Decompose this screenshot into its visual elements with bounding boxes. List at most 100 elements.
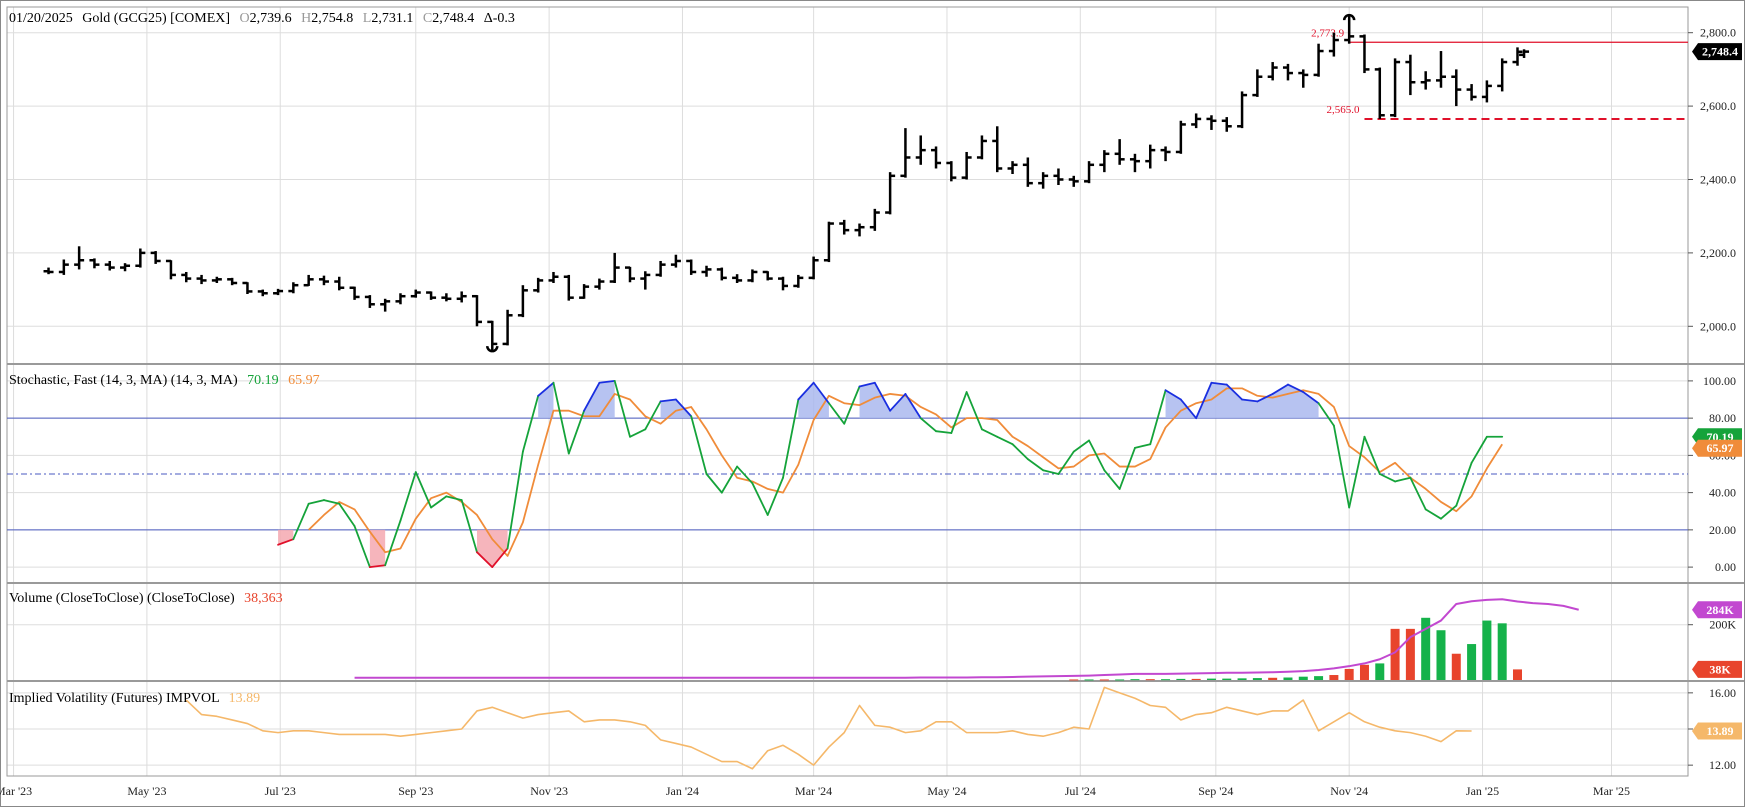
stochastic-k-segment <box>1057 450 1075 475</box>
ohlc-bar <box>43 267 54 275</box>
ohlc-bar <box>900 128 911 178</box>
time-axis: Mar '23 May '23 Jul '23 Sep '23 Nov '23 Jan '… <box>0 784 1630 798</box>
ohlc-bar <box>74 246 85 270</box>
time-axis-label: Mar '25 <box>1593 784 1630 798</box>
volume-bar <box>1222 678 1232 680</box>
ohlc-bar <box>609 252 620 283</box>
stochastic-k-segment <box>1195 381 1213 420</box>
volume-plot <box>354 598 1579 681</box>
ohlc-bar <box>1175 120 1186 154</box>
ohlc-bar <box>869 208 880 231</box>
ohlc-bar <box>165 259 176 280</box>
stochastic-k-segment <box>751 482 769 516</box>
open-interest-line <box>354 598 1579 679</box>
header-high-label: H <box>301 11 311 26</box>
volume-bar <box>1084 679 1094 681</box>
impvol-value: 13.89 <box>229 691 261 706</box>
stochastic-k-segment <box>460 499 478 554</box>
stochastic-k-segment <box>1149 389 1167 446</box>
ohlc-bar <box>1435 51 1446 88</box>
stochastic-k-segment <box>399 471 417 522</box>
stochastic-k-segment <box>935 430 953 434</box>
ohlc-bar <box>1359 34 1370 74</box>
ohlc-bar <box>1252 69 1263 97</box>
volume-bar <box>1344 668 1354 680</box>
stochastic-k-segment <box>705 473 723 494</box>
ohlc-bar <box>655 260 666 277</box>
stochastic-k-segment <box>277 538 295 546</box>
stochastic-tick-label: 100.00 <box>1703 374 1736 388</box>
impvol-header: Implied Volatility (Futures) IMPVOL 13.8… <box>9 691 260 706</box>
stochastic-k-segment <box>889 393 907 412</box>
stochastic-k-segment <box>1011 443 1029 461</box>
stochastic-k-segment <box>1241 398 1259 403</box>
header-high: 2,754.8 <box>311 11 353 26</box>
volume-bar <box>1405 628 1415 680</box>
stochastic-k-segment <box>690 415 708 475</box>
impvol-tick-label: 16.00 <box>1709 686 1736 700</box>
stochastic-k-segment <box>981 428 999 438</box>
stochastic-k-segment <box>766 476 784 516</box>
ohlc-bar <box>747 269 758 283</box>
ohlc-bar <box>839 219 850 235</box>
time-axis-label: Nov '24 <box>1330 784 1368 798</box>
ohlc-bar <box>1466 84 1477 101</box>
volume-bar <box>1467 644 1477 680</box>
impvol-badge: 13.89 <box>1707 724 1734 738</box>
ohlc-bar <box>364 295 375 308</box>
stochastic-k-segment <box>1118 447 1136 490</box>
stochastic-k-segment <box>828 402 846 425</box>
ohlc-bar <box>502 309 513 346</box>
ohlc-bar <box>548 271 559 283</box>
ohlc-bar <box>1084 161 1095 184</box>
ohlc-bar <box>1328 32 1339 57</box>
ohlc-bar <box>686 259 697 275</box>
ohlc-bar <box>823 221 834 263</box>
ohlc-bar <box>410 289 421 298</box>
price-panel: 01/20/2025 Gold (GCG25) [COMEX] O2,739.6… <box>9 11 1742 353</box>
stochastic-k-segment <box>1042 469 1060 475</box>
stochastic-k-segment <box>1409 476 1427 511</box>
stochastic-k-segment <box>338 502 356 528</box>
volume-tick-label: 200K <box>1709 618 1736 632</box>
stochastic-tick-label: 40.00 <box>1709 486 1736 500</box>
volume-header: Volume (CloseToClose) (CloseToClose) 38,… <box>9 591 283 606</box>
stochastic-k-segment <box>521 394 540 453</box>
header-close-label: C <box>423 11 432 26</box>
ohlc-bar <box>318 275 329 286</box>
ohlc-bar <box>273 288 284 296</box>
stochastic-k-segment <box>965 391 983 431</box>
volume-bar <box>1206 678 1216 680</box>
stochastic-k-segment <box>430 495 448 509</box>
volume-bar <box>1069 679 1079 681</box>
volume-bar <box>1268 677 1278 680</box>
ohlc-bar <box>579 284 590 299</box>
ohlc-bar <box>334 276 345 291</box>
stochastic-tick-label: 0.00 <box>1715 560 1736 574</box>
overbought-fill <box>1165 382 1319 419</box>
volume-bar <box>1329 675 1339 680</box>
time-axis-label: Jul '24 <box>1065 784 1096 798</box>
price-tick-label: 2,400.0 <box>1700 172 1736 186</box>
ohlc-bar <box>1344 16 1355 44</box>
ohlc-bar <box>1129 153 1140 173</box>
volume-badge-background <box>1692 660 1742 678</box>
stochastic-k-segment <box>1317 402 1335 427</box>
ohlc-bar <box>1420 71 1431 90</box>
open-interest-badge: 284K <box>1706 603 1734 617</box>
ohlc-bar <box>1145 144 1156 169</box>
stochastic-k-segment <box>1470 435 1488 464</box>
ohlc-bar <box>854 223 865 237</box>
price-level-label: 2,565.0 <box>1326 104 1360 116</box>
ohlc-bar <box>533 277 544 293</box>
stochastic-k-segment <box>1026 458 1045 472</box>
stochastic-k-segment <box>858 381 876 388</box>
volume-bar <box>1512 669 1522 680</box>
header-instrument: Gold (GCG25) [COMEX] <box>82 11 230 26</box>
ohlc-bar <box>242 281 253 295</box>
ohlc-bar <box>487 320 498 351</box>
stochastic-k-segment <box>598 379 616 384</box>
volume-bar <box>1176 678 1186 680</box>
ohlc-bar <box>1237 91 1248 129</box>
